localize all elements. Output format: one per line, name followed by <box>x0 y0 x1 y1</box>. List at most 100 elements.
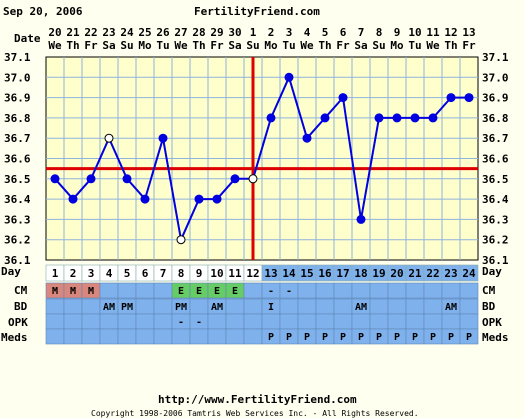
cm-cell <box>135 282 155 299</box>
date-number: 8 <box>376 26 383 39</box>
cm-cell <box>369 282 389 299</box>
bd-cell <box>135 298 155 315</box>
meds-cell-text: P <box>286 332 292 343</box>
cycle-day-label: 7 <box>160 267 167 280</box>
cycle-day-label: 8 <box>178 267 185 280</box>
temperature-point <box>446 93 456 103</box>
cycle-day-label: 11 <box>228 267 242 280</box>
opk-cell <box>333 313 353 330</box>
opk-cell <box>351 313 371 330</box>
bd-cell <box>63 298 83 315</box>
meds-cell-text: P <box>376 332 382 343</box>
opk-cell <box>387 313 407 330</box>
opk-cell <box>45 313 65 330</box>
meds-cell-text: P <box>430 332 436 343</box>
cm-cell <box>117 282 137 299</box>
temperature-point <box>266 113 276 123</box>
day-cell <box>459 264 479 282</box>
bd-cell <box>333 298 353 315</box>
y-tick-label-left: 36.1 <box>4 254 31 267</box>
cycle-day-label: 18 <box>354 267 367 280</box>
cm-cell <box>297 282 317 299</box>
meds-cell <box>45 328 65 345</box>
bd-row-label-right: BD <box>482 300 496 313</box>
bd-cell <box>405 298 425 315</box>
temperature-point <box>320 113 330 123</box>
weekday-label: We <box>48 39 62 52</box>
meds-cell <box>225 328 245 345</box>
cycle-day-label: 4 <box>106 267 113 280</box>
y-tick-label-right: 36.9 <box>482 92 509 105</box>
opk-cell <box>63 313 83 330</box>
cm-cell-text: - <box>268 286 274 297</box>
date-number: 26 <box>156 26 170 39</box>
date-number: 29 <box>210 26 223 39</box>
cycle-day-label: 24 <box>462 267 476 280</box>
weekday-label: Th <box>192 39 205 52</box>
footer-url[interactable]: http://www.FertilityFriend.com <box>158 393 357 406</box>
temperature-point-open <box>104 133 114 143</box>
y-tick-label-left: 36.7 <box>4 132 31 145</box>
weekday-label: Su <box>372 39 385 52</box>
bd-cell <box>423 298 443 315</box>
weekday-label: Fr <box>336 39 350 52</box>
meds-cell <box>117 328 137 345</box>
cm-cell-text: E <box>214 286 220 297</box>
weekday-label: Sa <box>354 39 367 52</box>
temperature-point <box>410 113 420 123</box>
cm-cell-text: E <box>178 286 184 297</box>
opk-row-label: OPK <box>8 316 28 329</box>
cm-cell <box>243 282 263 299</box>
temperature-point <box>86 174 96 184</box>
cm-cell <box>315 282 335 299</box>
weekday-label: Sa <box>228 39 241 52</box>
meds-cell-text: P <box>466 332 472 343</box>
cm-cell <box>405 282 425 299</box>
opk-row-label-right: OPK <box>482 316 502 329</box>
date-number: 12 <box>444 26 457 39</box>
opk-cell-text: - <box>196 317 202 328</box>
date-number: 23 <box>102 26 115 39</box>
date-number: 5 <box>322 26 329 39</box>
temperature-point <box>338 93 348 103</box>
date-number: 22 <box>84 26 97 39</box>
opk-cell <box>297 313 317 330</box>
y-tick-label-left: 36.3 <box>4 213 31 226</box>
date-number: 4 <box>304 26 311 39</box>
bd-cell-text: AM <box>355 302 367 313</box>
cm-cell <box>333 282 353 299</box>
bd-cell <box>189 298 209 315</box>
cm-cell <box>153 282 173 299</box>
date-number: 25 <box>138 26 151 39</box>
meds-cell <box>99 328 119 345</box>
bd-cell <box>297 298 317 315</box>
y-tick-label-right: 37.0 <box>482 71 509 84</box>
opk-cell <box>153 313 173 330</box>
cm-cell-text: E <box>196 286 202 297</box>
bd-cell <box>225 298 245 315</box>
cm-cell-text: - <box>286 286 292 297</box>
opk-cell <box>315 313 335 330</box>
cycle-day-label: 10 <box>210 267 223 280</box>
meds-cell <box>81 328 101 345</box>
weekday-label: Th <box>318 39 331 52</box>
cycle-day-label: 13 <box>264 267 277 280</box>
opk-cell <box>459 313 479 330</box>
date-number: 13 <box>462 26 475 39</box>
cycle-day-label: 15 <box>300 267 313 280</box>
day-row-label: Day <box>1 265 21 278</box>
temperature-point <box>50 174 60 184</box>
bd-cell-text: AM <box>445 302 457 313</box>
date-number: 20 <box>48 26 61 39</box>
date-number: 6 <box>340 26 347 39</box>
weekday-label: Tu <box>156 39 169 52</box>
cm-cell <box>387 282 407 299</box>
weekday-label: Tu <box>408 39 421 52</box>
temperature-point <box>230 174 240 184</box>
meds-cell <box>189 328 209 345</box>
weekday-label: Th <box>444 39 457 52</box>
weekday-label: Fr <box>462 39 476 52</box>
cm-cell <box>351 282 371 299</box>
y-tick-label-left: 36.2 <box>4 234 31 247</box>
